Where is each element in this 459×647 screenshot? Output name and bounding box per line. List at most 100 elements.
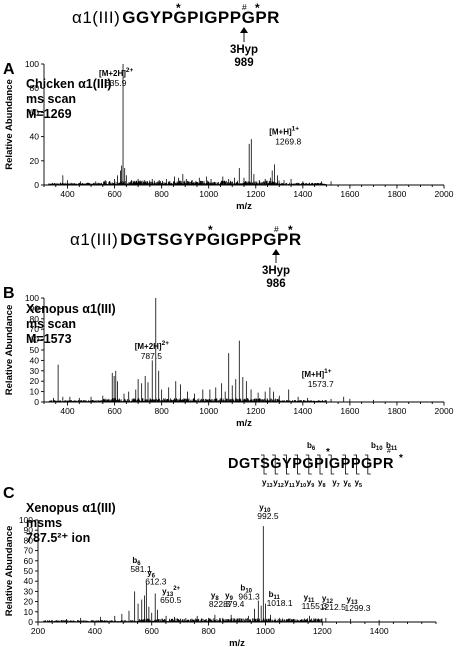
- fragment-mass-label: 650.5: [160, 595, 182, 605]
- header-b-hyp-value: 986: [266, 278, 285, 290]
- y-tick-label: 80: [30, 314, 40, 324]
- x-axis-label: m/z: [236, 201, 252, 212]
- title-b-line-3: M=1573: [26, 332, 72, 346]
- y-tick-label: 60: [24, 556, 34, 566]
- y-tick-label: 20: [30, 376, 40, 386]
- y-ion-label: y8: [318, 478, 326, 489]
- x-tick-label: 1600: [340, 189, 359, 199]
- x-tick-label: 1000: [199, 189, 218, 199]
- x-axis-label: m/z: [236, 418, 252, 429]
- y-ion-label: y5: [355, 478, 363, 489]
- y-tick-label: 0: [34, 397, 39, 407]
- y-ion-label: y13: [262, 478, 273, 489]
- fragment-mass-label: 992.5: [257, 511, 279, 521]
- y-ion-label: y12: [273, 478, 284, 489]
- y-tick-label: 70: [24, 546, 34, 556]
- x-tick-label: 1200: [246, 406, 265, 416]
- header-a: α1(III) GGYPGPIGPPGPR * # * 3Hyp 989: [72, 1, 280, 69]
- x-tick-label: 600: [107, 189, 121, 199]
- fragment-ion-label: y9: [225, 591, 233, 602]
- x-tick-label: 1800: [387, 189, 406, 199]
- fragment-ion-label: y6: [147, 568, 155, 579]
- x-tick-label: 2000: [435, 406, 454, 416]
- title-a: Chicken α1(III) ms scan M=1269: [26, 77, 111, 121]
- fragment-bracket: [328, 454, 335, 475]
- title-c-line-2: msms: [26, 516, 62, 530]
- header-b: α1(III) DGTSGYPGIGPPGPR * # * 3Hyp 986: [70, 223, 302, 290]
- header-a-star-1: *: [176, 1, 181, 15]
- header-a-arrow-head: [240, 27, 248, 33]
- x-tick-label: 1200: [246, 189, 265, 199]
- fragment-mass-label: 1155.3: [302, 601, 328, 611]
- x-tick-label: 1400: [293, 189, 312, 199]
- annotation-mass-label: 1269.8: [275, 136, 301, 146]
- title-c-line-1: Xenopus α1(III): [26, 501, 116, 515]
- header-a-star-2: *: [255, 1, 260, 15]
- panel-letter-c: C: [3, 485, 15, 502]
- x-tick-label: 1000: [256, 626, 275, 636]
- fragment-bracket: [317, 454, 323, 475]
- y-ion-label: y7: [332, 478, 340, 489]
- fragment-ion-label: b6: [132, 556, 141, 567]
- y-ion-label: y10: [296, 478, 307, 489]
- y-tick-label: 30: [30, 366, 40, 376]
- fragment-ion-label: y13: [347, 595, 359, 606]
- annotation-ion-label: [M+H]1+: [269, 125, 299, 136]
- header-b-star-2: *: [288, 223, 293, 237]
- x-tick-label: 600: [107, 406, 121, 416]
- header-b-hyp-label: 3Hyp: [262, 265, 290, 277]
- title-a-line-1: Chicken α1(III): [26, 77, 111, 91]
- fragment-ion-label: b10: [240, 584, 252, 595]
- annotation-mass-label: 635.9: [105, 78, 127, 88]
- y-tick-label: 10: [30, 387, 40, 397]
- x-tick-label: 600: [145, 626, 159, 636]
- fragment-ion-label: y10: [259, 503, 271, 514]
- y-tick-label: 0: [28, 617, 33, 627]
- y-tick-label: 40: [24, 576, 34, 586]
- y-tick-label: 60: [30, 107, 40, 117]
- fragment-ion-label: y8: [211, 591, 219, 602]
- y-tick-label: 50: [30, 345, 40, 355]
- fragment-bracket: [305, 454, 312, 475]
- header-a-sequence: GGYPGPIGPPGPR: [122, 8, 280, 27]
- y-ion-label: y11: [284, 478, 294, 489]
- fragment-mass-label: 1212.5: [320, 602, 346, 612]
- x-tick-label: 1400: [293, 406, 312, 416]
- y-axis-label: Relative Abundance: [4, 526, 15, 616]
- x-tick-label: 200: [31, 626, 45, 636]
- fragment-mass-label: 879.4: [223, 599, 245, 609]
- fragment-bracket: [294, 454, 301, 475]
- header-b-prefix: α1(III) DGTSGYPGIGPPGPR: [70, 230, 302, 249]
- fragment-mass-label: 612.3: [145, 576, 167, 586]
- spectrum-a: 0 20 40 60 80 100 400 600 800 1000 1200 1400 1600 180…: [4, 59, 454, 212]
- y-tick-label: 80: [24, 535, 34, 545]
- annotation-mass-label: 1573.7: [308, 379, 334, 389]
- fragment-ion-label: y12: [322, 594, 334, 605]
- y-tick-label: 50: [24, 566, 34, 576]
- fragment-mass-label: 1299.3: [345, 603, 371, 613]
- fragment-bracket: [353, 454, 360, 475]
- header-a-hyp-value: 989: [234, 57, 253, 69]
- x-tick-label: 1000: [199, 406, 218, 416]
- y-axis-label: Relative Abundance: [4, 79, 15, 169]
- fragment-ion-label: y132+: [162, 586, 180, 598]
- title-b-line-2: ms scan: [26, 317, 76, 331]
- fragment-ion-label: y11: [304, 593, 315, 604]
- header-c-sequence: DGTSGYPGPIGPPGPR: [228, 456, 394, 472]
- x-tick-label: 400: [60, 406, 74, 416]
- panel-letter-a: A: [3, 61, 15, 78]
- x-tick-label: 800: [201, 626, 215, 636]
- fragment-bracket: [261, 454, 267, 475]
- annotation-ion-label: [M+2H]2+: [99, 67, 134, 78]
- fragment-mass-label: 581.1: [130, 564, 152, 574]
- fragment-brackets: [261, 454, 371, 475]
- header-b-sequence: DGTSGYPGIGPPGPR: [120, 230, 301, 249]
- y-axis-label: Relative Abundance: [4, 305, 15, 395]
- y-ion-label: y9: [307, 478, 315, 489]
- y-tick-label: 100: [25, 293, 39, 303]
- b-ion-label-1: b6: [307, 441, 316, 452]
- x-tick-label: 400: [88, 626, 102, 636]
- annotation-ion-label: [M+2H]2+: [135, 340, 170, 351]
